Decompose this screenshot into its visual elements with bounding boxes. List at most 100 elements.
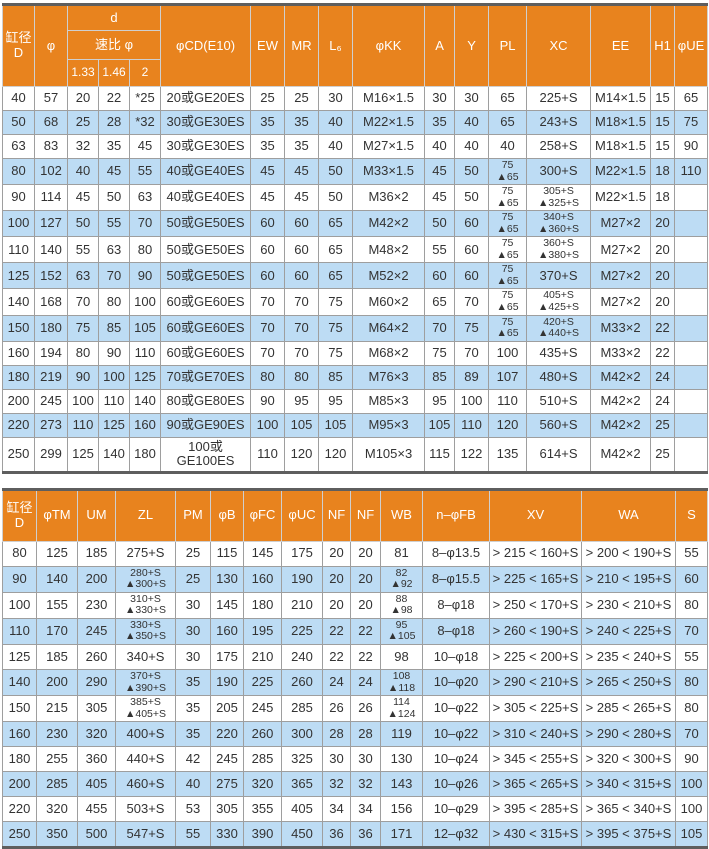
- table-cell: 460+S: [115, 771, 176, 798]
- table-cell: 70: [128, 210, 162, 238]
- column-header-a: A: [424, 4, 456, 87]
- table-cell: 40: [424, 134, 456, 159]
- table-cell: 102: [34, 157, 68, 186]
- table-cell: 225: [243, 669, 282, 697]
- table-cell: [674, 412, 709, 438]
- table-cell: 35: [175, 721, 211, 748]
- table-cell: 55: [175, 821, 211, 849]
- table-cell: 125: [2, 644, 37, 671]
- table-cell: 40: [318, 110, 354, 135]
- table-cell: 340+S ▲360+S: [526, 210, 592, 238]
- table-cell: 30或GE30ES: [160, 134, 252, 159]
- table-cell: 25: [67, 110, 99, 135]
- table-cell: 60: [424, 262, 456, 290]
- table-cell: 160: [128, 412, 162, 438]
- table-cell: 70: [424, 314, 456, 342]
- table-cell: 180: [243, 591, 282, 619]
- table-cell: 18: [650, 184, 676, 212]
- table-cell: 110: [98, 388, 130, 414]
- column-header-kk: φKK: [352, 4, 426, 87]
- table-cell: 65: [674, 86, 709, 111]
- table-cell: 110: [2, 236, 35, 264]
- table-row: 110 170 245 330+S ▲350+S 30 160 195 225 22 22 95 ▲…: [2, 617, 708, 646]
- table-cell: 100: [488, 340, 528, 366]
- table-cell: [674, 288, 709, 316]
- column-header-14: S: [675, 488, 708, 542]
- table-cell: [674, 314, 709, 342]
- table-cell: 30: [424, 86, 456, 111]
- column-header-xc: XC: [526, 4, 592, 87]
- table-cell: 300: [281, 721, 323, 748]
- table-cell: 125: [67, 436, 99, 473]
- table-cell: 83: [34, 134, 68, 159]
- table-cell: 35: [250, 110, 286, 135]
- column-header-6: φFC: [243, 488, 282, 542]
- table-cell: 122: [454, 436, 490, 473]
- table-cell: 18: [650, 157, 676, 186]
- table-cell: 65: [318, 210, 354, 238]
- column-header-pl: PL: [488, 4, 528, 87]
- table-cell: 275: [210, 771, 244, 798]
- table-cell: 81: [380, 540, 423, 567]
- table-cell: > 230 < 210+S: [581, 591, 676, 619]
- table-row: 140 200 290 370+S ▲390+S 35 190 225 260 24 24 108 …: [2, 669, 708, 697]
- table-cell: 219: [34, 364, 68, 390]
- table-cell: 325: [281, 746, 323, 773]
- table-cell: 305: [210, 796, 244, 823]
- table-cell: 105: [318, 412, 354, 438]
- column-header-10: WB: [380, 488, 423, 542]
- table-cell: 20: [322, 591, 351, 619]
- column-header-ratio-133: 1.33: [67, 59, 99, 87]
- table-row: 125 185 260 340+S 30 175 210 240 22 22 98 10–φ18 > 2…: [2, 644, 708, 671]
- column-header-3: ZL: [115, 488, 176, 542]
- table-cell: 210: [243, 644, 282, 671]
- table-cell: 98: [380, 644, 423, 671]
- table-cell: [674, 364, 709, 390]
- table-cell: 40: [488, 134, 528, 159]
- table-cell: 185: [36, 644, 78, 671]
- table-cell: 205: [210, 695, 244, 723]
- table-cell: 20: [650, 262, 676, 290]
- table-cell: 200: [77, 565, 116, 593]
- table-row: 180 219 90 100 125 70或GE70ES 80 80 85 M76×3 85 89 10…: [2, 364, 709, 390]
- column-header-ew: EW: [250, 4, 286, 87]
- table-cell: 24: [650, 388, 676, 414]
- table-cell: 156: [380, 796, 423, 823]
- table-cell: 20: [67, 86, 99, 111]
- table-cell: 63: [67, 262, 99, 290]
- column-header-12: XV: [489, 488, 582, 542]
- table-cell: 63: [98, 236, 130, 264]
- table-cell: 70: [284, 288, 320, 316]
- table-row: 150 215 305 385+S ▲405+S 35 205 245 285 26 26 114 …: [2, 695, 708, 723]
- table-cell: 20: [650, 288, 676, 316]
- table-cell: 75: [318, 288, 354, 316]
- table-cell: [674, 236, 709, 264]
- table-cell: 145: [210, 591, 244, 619]
- table-cell: 20: [650, 236, 676, 264]
- table-cell: 230: [77, 591, 116, 619]
- table-cell: 160: [2, 340, 35, 366]
- table-cell: 370+S ▲390+S: [115, 669, 176, 697]
- table1-body: 40 57 20 22 *25 20或GE20ES 25 25 30 M16×1.5 30 30 65 2…: [2, 86, 709, 473]
- table-cell: 230: [36, 721, 78, 748]
- table-cell: 70: [454, 288, 490, 316]
- table-cell: 75 ▲65: [488, 314, 528, 342]
- table-cell: 275+S: [115, 540, 176, 567]
- table-cell: 245: [243, 695, 282, 723]
- table-cell: 80或GE80ES: [160, 388, 252, 414]
- table-cell: 50: [67, 210, 99, 238]
- table-cell: 60: [284, 210, 320, 238]
- table-row: 200 245 100 110 140 80或GE80ES 90 95 95 M85×3 95 100…: [2, 388, 709, 414]
- table-cell: 160: [243, 565, 282, 593]
- table-cell: 70: [250, 340, 286, 366]
- table-cell: 22: [650, 340, 676, 366]
- table-cell: 35: [175, 669, 211, 697]
- table-cell: 35: [175, 695, 211, 723]
- table-cell: > 395 < 285+S: [489, 796, 582, 823]
- table-cell: 299: [34, 436, 68, 473]
- table-cell: 385+S ▲405+S: [115, 695, 176, 723]
- table-cell: 8–φ15.5: [422, 565, 490, 593]
- table-cell: 140: [98, 436, 130, 473]
- table-row: 160 230 320 400+S 35 220 260 300 28 28 119 10–φ22 > …: [2, 721, 708, 748]
